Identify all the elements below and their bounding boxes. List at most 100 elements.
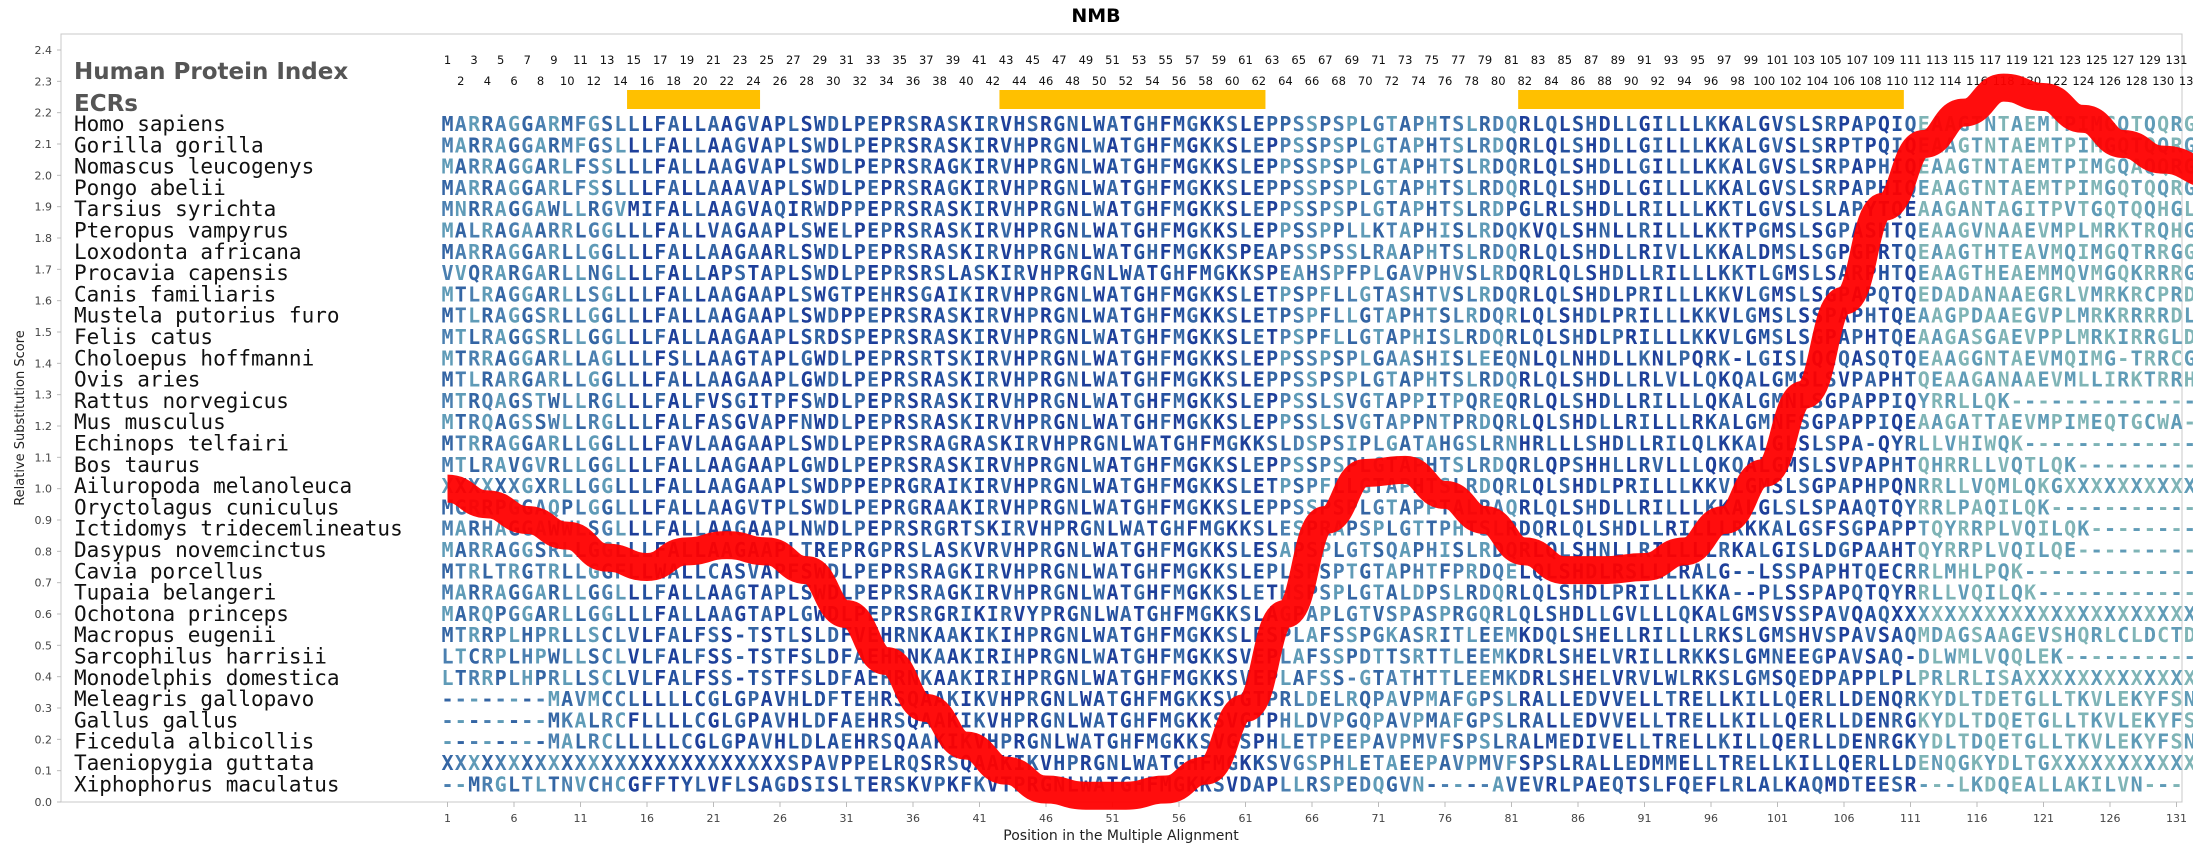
- human-index-number: 17: [653, 53, 668, 67]
- y-tick-label: 2.4: [35, 44, 53, 57]
- human-index-number: 128: [2126, 74, 2148, 88]
- y-tick-label: 1.7: [35, 263, 53, 276]
- x-tick-label: 131: [2166, 812, 2187, 825]
- human-index-number: 5: [497, 53, 504, 67]
- chart-title: NMB: [1071, 5, 1120, 27]
- human-index-number: 108: [1860, 74, 1882, 88]
- sequence-alignment: MARRAGGARMFGSLLLFALLAAGVAPLSWDLPEPRSRASK…: [441, 112, 2193, 796]
- human-index-number: 72: [1384, 74, 1399, 88]
- y-tick-label: 2.1: [35, 138, 53, 151]
- human-index-number: 76: [1438, 74, 1453, 88]
- human-index-number: 88: [1597, 74, 1612, 88]
- human-index-number: 117: [1979, 53, 2001, 67]
- human-index-number: 96: [1704, 74, 1719, 88]
- y-axis-label: Relative Substitution Score: [13, 330, 28, 506]
- x-tick-label: 91: [1638, 812, 1652, 825]
- human-index-number: 63: [1265, 53, 1280, 67]
- human-index-number: 66: [1305, 74, 1320, 88]
- human-index-number: 22: [719, 74, 734, 88]
- human-index-number: 89: [1611, 53, 1626, 67]
- human-index-number: 32: [852, 74, 867, 88]
- ecr-bar: [999, 90, 1265, 109]
- human-index-number: 65: [1291, 53, 1306, 67]
- x-tick-label: 101: [1767, 812, 1788, 825]
- y-tick-label: 0.7: [35, 577, 53, 590]
- human-index-number: 27: [786, 53, 801, 67]
- human-index-number: 38: [932, 74, 947, 88]
- human-index-number: 6: [510, 74, 517, 88]
- human-index-number: 11: [573, 53, 588, 67]
- human-index-number: 129: [2139, 53, 2161, 67]
- human-index-number: 82: [1517, 74, 1532, 88]
- human-index-number: 31: [839, 53, 854, 67]
- human-index-number: 33: [866, 53, 881, 67]
- human-index-number: 59: [1212, 53, 1227, 67]
- x-tick-label: 71: [1372, 812, 1386, 825]
- human-index-number: 3: [470, 53, 477, 67]
- human-index-number: 99: [1744, 53, 1759, 67]
- human-index-number: 62: [1251, 74, 1266, 88]
- human-index-number: 16: [640, 74, 655, 88]
- human-index-number: 58: [1198, 74, 1213, 88]
- human-index-number: 4: [484, 74, 491, 88]
- human-index-number: 40: [959, 74, 974, 88]
- x-tick-label: 46: [1039, 812, 1053, 825]
- y-tick-label: 0.0: [35, 796, 53, 809]
- human-index-number: 60: [1225, 74, 1240, 88]
- human-index-number: 55: [1158, 53, 1173, 67]
- x-tick-label: 61: [1239, 812, 1253, 825]
- y-tick-label: 0.5: [35, 639, 53, 652]
- human-index-number: 111: [1900, 53, 1922, 67]
- human-index-number: 91: [1637, 53, 1652, 67]
- human-index-number: 81: [1504, 53, 1519, 67]
- human-index-number: 80: [1491, 74, 1506, 88]
- human-index-number: 9: [550, 53, 557, 67]
- human-index-number: 46: [1039, 74, 1054, 88]
- human-index-number: 127: [2112, 53, 2134, 67]
- human-index-number: 37: [919, 53, 934, 67]
- human-index-number: 73: [1398, 53, 1413, 67]
- x-tick-label: 51: [1106, 812, 1120, 825]
- human-index-number: 12: [586, 74, 601, 88]
- y-tick-label: 0.3: [35, 702, 53, 715]
- y-tick-label: 1.4: [35, 357, 53, 370]
- ecr-layer: [627, 90, 1904, 109]
- human-index-number: 126: [2099, 74, 2121, 88]
- human-index-number: 130: [2152, 74, 2174, 88]
- human-index-number: 45: [1025, 53, 1040, 67]
- sequence-row: --MRGLTLTNVCHCGFFTYLVFLSAGDSISLTERSKVPKF…: [441, 772, 2182, 796]
- y-tick-label: 1.6: [35, 295, 53, 308]
- human-index-number: 107: [1846, 53, 1868, 67]
- x-tick-label: 31: [840, 812, 854, 825]
- y-tick-label: 1.1: [35, 451, 53, 464]
- human-index-number: 119: [2006, 53, 2028, 67]
- human-index-number: 36: [906, 74, 921, 88]
- ecr-bar: [1518, 90, 1904, 109]
- human-index-number: 42: [985, 74, 1000, 88]
- human-index-number: 51: [1105, 53, 1120, 67]
- ecr-bar: [627, 90, 760, 109]
- x-tick-label: 126: [2100, 812, 2121, 825]
- human-index-number: 24: [746, 74, 761, 88]
- human-index-number: 98: [1730, 74, 1745, 88]
- panel-title: Human Protein Index: [74, 59, 348, 85]
- human-index-number: 84: [1544, 74, 1559, 88]
- human-index-number: 101: [1767, 53, 1789, 67]
- human-index-number: 125: [2086, 53, 2108, 67]
- human-index-number: 25: [759, 53, 774, 67]
- x-tick-label: 121: [2033, 812, 2054, 825]
- human-index-number: 105: [1820, 53, 1842, 67]
- human-index-number: 13: [600, 53, 615, 67]
- human-index-number: 109: [1873, 53, 1895, 67]
- y-tick-label: 2.3: [35, 75, 53, 88]
- x-tick-label: 11: [574, 812, 588, 825]
- human-index-number: 54: [1145, 74, 1160, 88]
- x-tick-label: 76: [1438, 812, 1452, 825]
- human-index-number: 35: [892, 53, 907, 67]
- y-tick-label: 1.9: [35, 201, 53, 214]
- human-index-number: 121: [2033, 53, 2055, 67]
- human-index-number: 124: [2072, 74, 2094, 88]
- human-index-number: 47: [1052, 53, 1067, 67]
